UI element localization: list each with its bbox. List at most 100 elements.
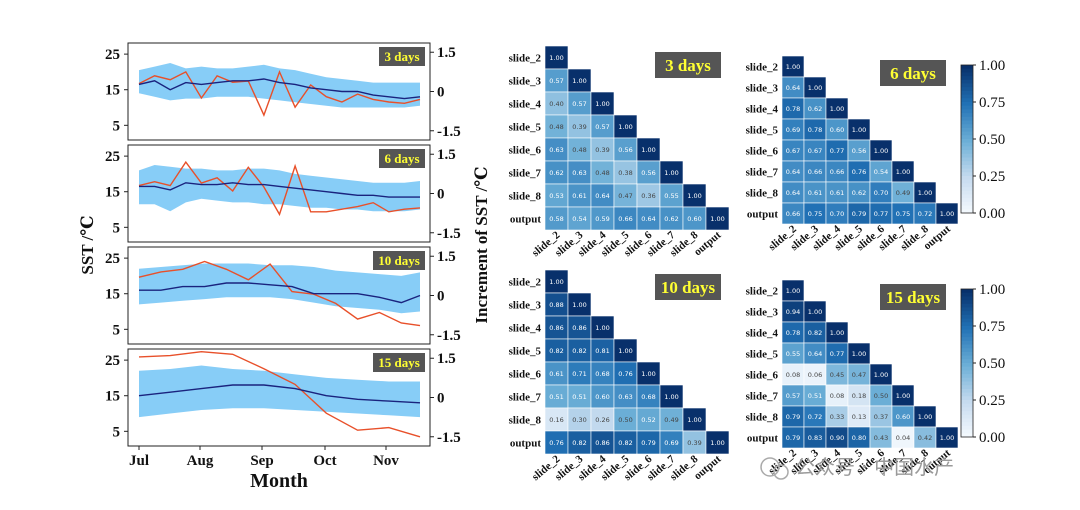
colorbar-segment: [961, 322, 973, 327]
y-tick-label-left: 25: [105, 353, 120, 369]
heat-cell-value: 1.00: [918, 189, 932, 197]
increment-series-line: [138, 160, 421, 217]
heat-cell-value: 0.39: [687, 439, 701, 447]
colorbar-segment: [961, 157, 973, 162]
colorbar-segment: [961, 139, 973, 144]
colorbar-segment: [961, 116, 973, 121]
y-tick-label-right: -1.5: [437, 430, 461, 446]
colorbar-segment: [961, 135, 973, 140]
row-label: slide_2: [746, 286, 779, 298]
duration-badge: [880, 60, 946, 86]
heat-cell-value: 0.47: [852, 371, 866, 379]
colorbar-tick-label: 0.00: [979, 206, 1005, 222]
colorbar-segment: [961, 68, 973, 73]
heat-cell-value: 0.59: [595, 215, 609, 223]
colorbar: 1.00 0.75 0.50 0.25 0.00: [960, 282, 1005, 446]
line-panel-3-days: 25 15 5 1.5 0 -1.5 3 days: [105, 42, 461, 141]
heat-cell-value: 0.61: [830, 189, 844, 197]
heat-cell-value: 1.00: [830, 105, 844, 113]
uncertainty-band: [139, 365, 420, 418]
colorbar-tick-label: 1.00: [979, 58, 1005, 74]
y-tick-label-left: 5: [113, 322, 121, 338]
y-axis-title-left: SST /℃: [78, 215, 97, 274]
heat-cell-value: 0.79: [786, 413, 800, 421]
heat-cell-value: 0.50: [874, 392, 888, 400]
duration-badge: [379, 47, 425, 66]
colorbar-segment: [961, 363, 973, 368]
row-label: slide_5: [509, 346, 542, 358]
heat-cell-value: 0.57: [786, 392, 800, 400]
colorbar-segment: [961, 340, 973, 345]
column-label: output: [692, 229, 724, 258]
row-label: slide_8: [509, 415, 542, 427]
heat-cell-value: 0.83: [808, 434, 822, 442]
colorbar-segment: [961, 83, 973, 88]
heat-cell-value: 0.18: [852, 392, 866, 400]
heat-cell-value: 0.39: [595, 146, 609, 154]
y-tick-label-left: 15: [105, 287, 120, 303]
x-tick-label: Jul: [129, 453, 149, 469]
colorbar-segment: [961, 292, 973, 297]
y-tick-label-left: 5: [113, 220, 121, 236]
row-label: slide_7: [746, 391, 779, 403]
colorbar-segment: [961, 289, 973, 294]
heat-cell-value: 0.36: [641, 192, 655, 200]
heat-cell-value: 0.62: [664, 215, 678, 223]
colorbar-segment: [961, 164, 973, 170]
row-label: slide_4: [746, 328, 779, 340]
heat-cell-value: 0.64: [808, 350, 822, 358]
uncertainty-band: [139, 63, 420, 108]
colorbar-tick-label: 0.00: [979, 430, 1005, 446]
colorbar-segment: [961, 127, 973, 133]
heat-cell-value: 0.60: [896, 413, 910, 421]
duration-badge-label: 3 days: [384, 49, 419, 64]
heat-cell-value: 1.00: [664, 169, 678, 177]
duration-badge: [655, 274, 721, 300]
heat-cell-value: 1.00: [710, 439, 724, 447]
heatmap-10-days: slide_2 1.00 slide_3 0.88 1.00 slide_4 0.86 0.8…: [509, 269, 730, 483]
heat-cell-value: 0.08: [830, 392, 844, 400]
heat-cell-value: 1.00: [595, 324, 609, 332]
heat-cell-value: 0.62: [808, 105, 822, 113]
mean-sst-series-line: [139, 182, 420, 198]
colorbar-segment: [961, 433, 973, 438]
mean-sst-series-line: [138, 78, 421, 100]
heat-cell-value: 1.00: [852, 126, 866, 134]
y-tick-label-right: 1.5: [437, 147, 456, 163]
heat-cell-value: 1.00: [618, 347, 632, 355]
row-label: output: [510, 214, 542, 226]
heat-cell-value: 0.58: [549, 215, 563, 223]
uncertainty-band: [139, 263, 420, 314]
heat-cell-value: 0.64: [595, 192, 609, 200]
heat-cell-value: 0.82: [618, 439, 632, 447]
colorbar-segment: [961, 124, 973, 129]
row-label: slide_4: [509, 323, 542, 335]
row-label: slide_7: [746, 167, 779, 179]
x-tick-label: Oct: [313, 453, 336, 469]
heat-cell-value: 0.82: [549, 347, 563, 355]
heat-cell-value: 0.64: [641, 215, 655, 223]
colorbar-segment: [961, 326, 973, 331]
heat-cell-value: 0.57: [595, 123, 609, 131]
heat-cell-value: 0.82: [572, 439, 586, 447]
heat-cell-value: 0.70: [830, 210, 844, 218]
colorbar-segment: [961, 113, 973, 118]
heat-cell-value: 0.66: [808, 168, 822, 176]
heat-cell-value: 0.60: [687, 215, 701, 223]
heat-cell: [935, 426, 959, 449]
colorbar-segment: [961, 198, 973, 203]
row-label: slide_5: [746, 125, 779, 137]
heat-cell-value: 0.77: [874, 210, 888, 218]
duration-badge: [373, 251, 425, 270]
heat-cell-value: 0.60: [830, 126, 844, 134]
colorbar-segment: [961, 72, 973, 77]
x-tick-label: Sep: [250, 453, 273, 469]
heat-cell-value: 0.67: [808, 147, 822, 155]
y-tick-label-right: 0: [437, 289, 445, 305]
row-label: slide_3: [746, 307, 779, 319]
colorbar-segment: [961, 201, 973, 207]
heat-cell-value: 0.70: [874, 189, 888, 197]
heat-cell-value: 0.75: [896, 210, 910, 218]
heat-cell-value: 0.66: [830, 168, 844, 176]
heat-cell-value: 0.38: [618, 169, 632, 177]
